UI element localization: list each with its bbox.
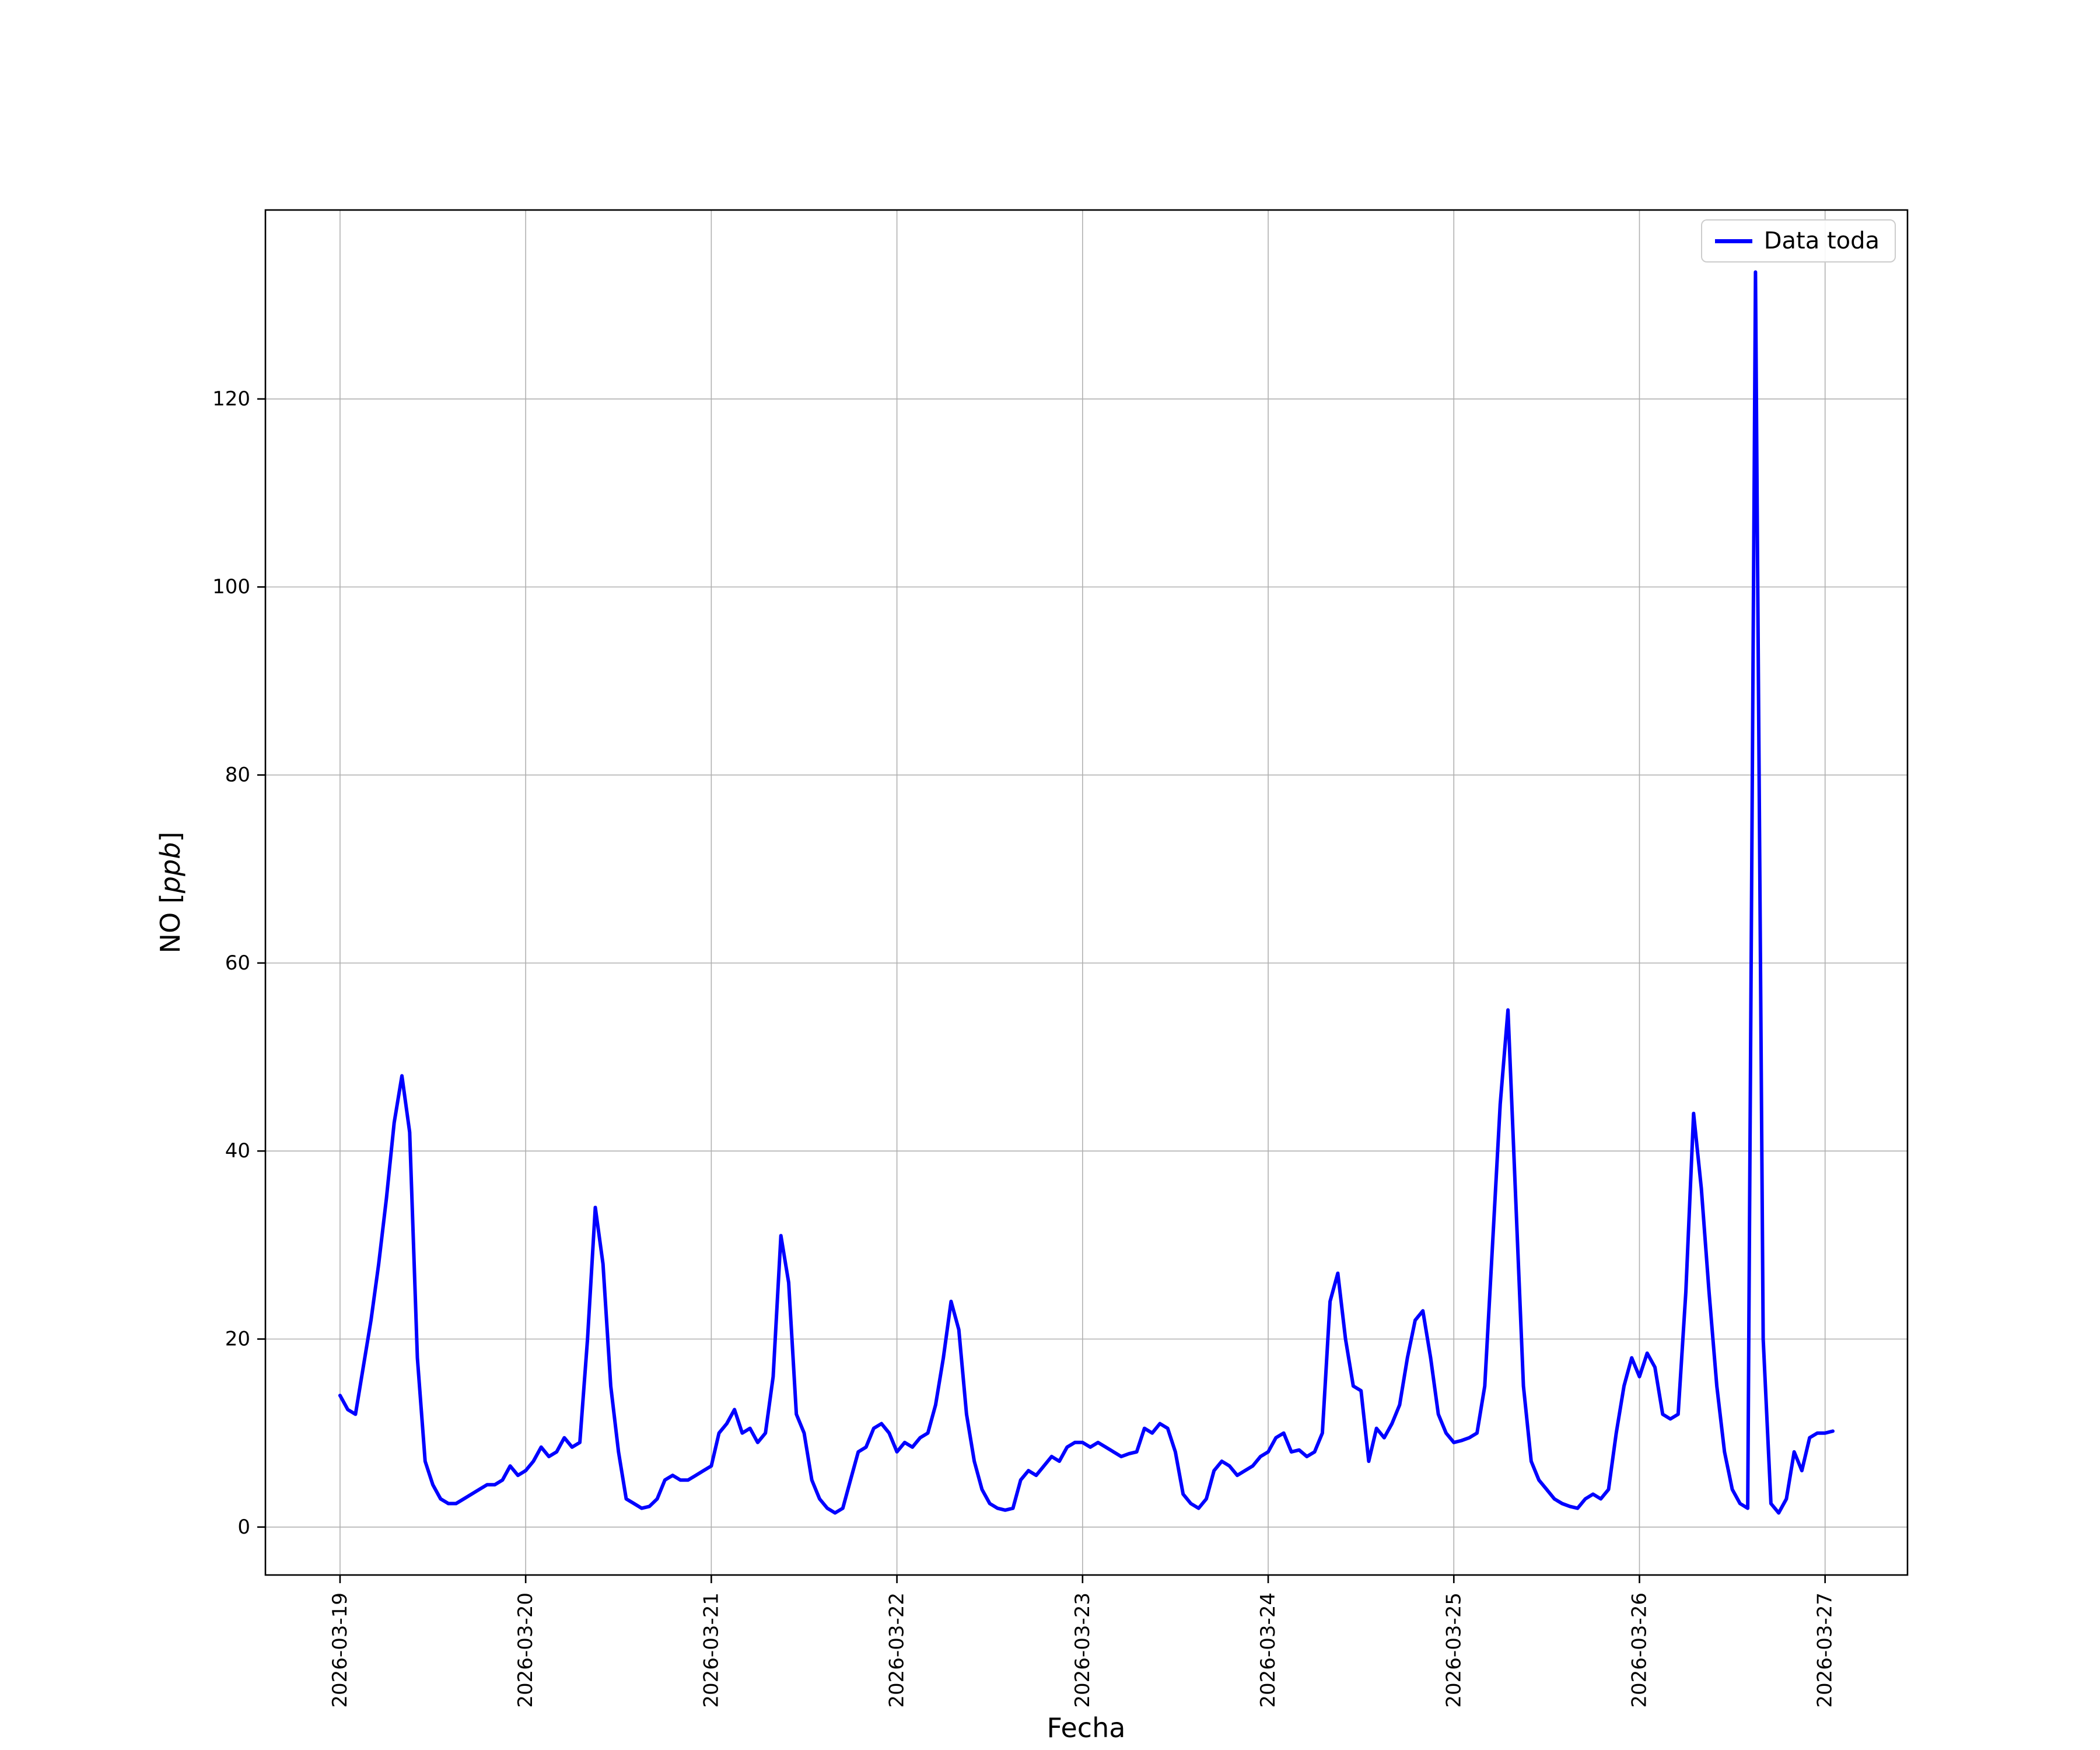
x-tick-label: 2026-03-20 bbox=[514, 1592, 537, 1708]
legend-label: Data toda bbox=[1763, 228, 1880, 254]
x-tick-label: 2026-03-23 bbox=[1071, 1592, 1094, 1708]
y-tick-label: 120 bbox=[212, 387, 250, 411]
y-tick-label: 0 bbox=[237, 1516, 250, 1539]
y-axis-label-prefix: NO [ bbox=[155, 893, 186, 954]
x-tick-label: 2026-03-25 bbox=[1442, 1592, 1465, 1708]
x-tick-label: 2026-03-19 bbox=[328, 1592, 352, 1708]
y-axis-label-suffix: ] bbox=[155, 831, 186, 842]
x-tick-label: 2026-03-22 bbox=[886, 1592, 909, 1708]
plot-frame bbox=[264, 209, 1909, 1576]
legend: Data toda bbox=[1700, 219, 1896, 262]
x-tick-label: 2026-03-21 bbox=[699, 1592, 723, 1708]
y-tick-label: 100 bbox=[212, 575, 250, 598]
y-tick-label: 60 bbox=[225, 951, 250, 975]
x-tick-label: 2026-03-26 bbox=[1628, 1592, 1651, 1708]
data-series-line bbox=[338, 270, 1835, 1515]
y-axis-label: NO [ppb] bbox=[155, 832, 186, 954]
x-tick-label: 2026-03-24 bbox=[1256, 1592, 1280, 1708]
x-tick-label: 2026-03-27 bbox=[1814, 1592, 1837, 1708]
y-tick-label: 80 bbox=[225, 764, 250, 787]
y-tick-label: 20 bbox=[225, 1327, 250, 1350]
legend-line-icon bbox=[1714, 239, 1752, 243]
y-axis-label-unit: ppb bbox=[155, 842, 186, 894]
y-tick-label: 40 bbox=[225, 1139, 250, 1163]
x-axis-label: Fecha bbox=[1046, 1712, 1126, 1744]
